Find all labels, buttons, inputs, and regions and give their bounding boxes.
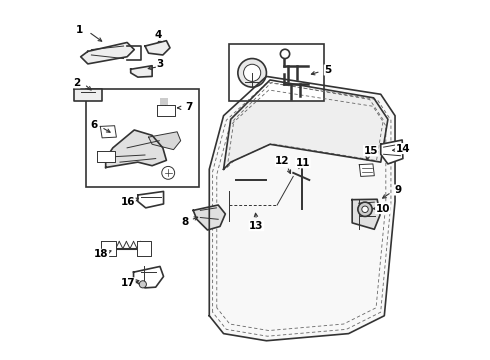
Circle shape [362,206,368,212]
Polygon shape [148,132,181,150]
Polygon shape [97,152,115,162]
Text: 1: 1 [75,25,83,35]
Text: 10: 10 [376,203,390,213]
Text: 17: 17 [121,278,135,288]
Polygon shape [106,130,167,167]
Text: 6: 6 [91,120,98,130]
Polygon shape [157,105,175,116]
Text: 2: 2 [73,78,80,88]
Polygon shape [160,98,168,105]
Polygon shape [138,192,164,208]
Text: 16: 16 [121,197,135,207]
Text: 8: 8 [181,217,189,227]
Polygon shape [101,242,116,256]
Circle shape [238,59,267,87]
Circle shape [280,49,290,59]
Text: 12: 12 [275,157,290,166]
Polygon shape [193,205,225,230]
FancyBboxPatch shape [86,89,198,187]
Text: 9: 9 [394,185,401,195]
Polygon shape [145,41,170,55]
Polygon shape [359,164,374,176]
Text: 7: 7 [185,102,192,112]
Polygon shape [381,140,403,164]
Text: 3: 3 [156,59,164,69]
Circle shape [139,281,147,288]
Text: 15: 15 [364,146,378,156]
Polygon shape [137,242,151,256]
Polygon shape [81,42,134,64]
Polygon shape [209,76,395,341]
Polygon shape [352,199,380,229]
Text: 14: 14 [395,144,410,154]
Circle shape [244,64,261,81]
Polygon shape [100,126,117,138]
Polygon shape [223,80,388,169]
Circle shape [162,166,174,179]
Text: 13: 13 [249,221,264,231]
Polygon shape [74,89,102,102]
Polygon shape [134,266,164,288]
Circle shape [358,202,372,216]
Text: 4: 4 [155,30,162,40]
FancyBboxPatch shape [229,44,323,102]
Text: 11: 11 [295,158,310,168]
Polygon shape [131,66,152,77]
Text: 18: 18 [94,249,109,259]
Text: 5: 5 [324,65,332,75]
